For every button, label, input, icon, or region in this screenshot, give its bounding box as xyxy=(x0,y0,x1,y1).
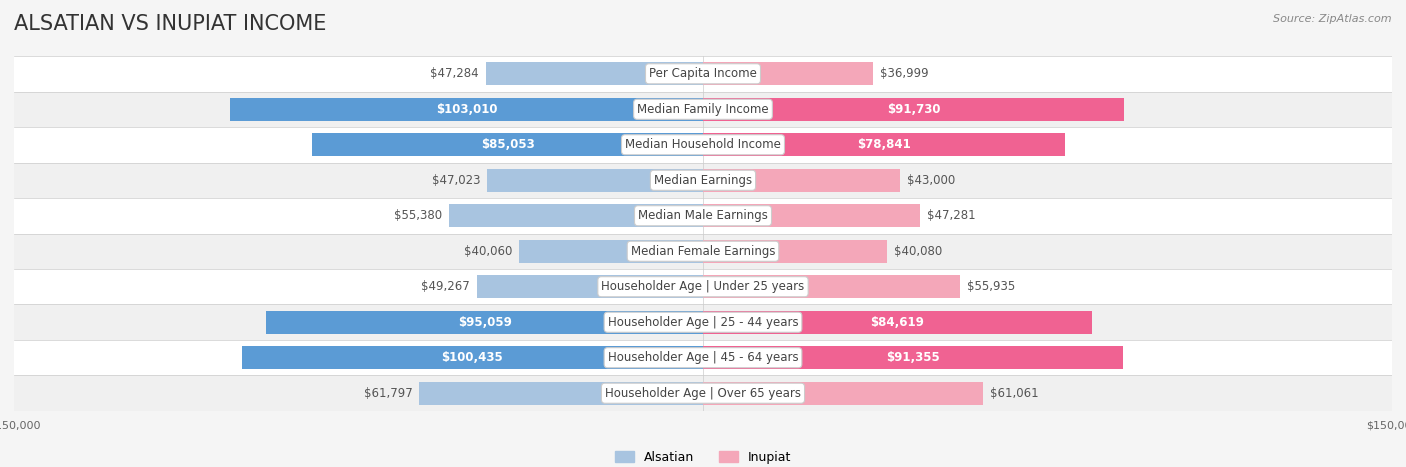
Text: $91,355: $91,355 xyxy=(886,351,939,364)
Bar xyxy=(703,62,873,85)
Bar xyxy=(477,275,703,298)
Bar xyxy=(312,133,703,156)
Bar xyxy=(703,169,900,192)
Text: $61,061: $61,061 xyxy=(990,387,1039,400)
Text: $47,023: $47,023 xyxy=(432,174,479,187)
Bar xyxy=(14,340,1392,375)
Text: $40,080: $40,080 xyxy=(894,245,942,258)
Text: Per Capita Income: Per Capita Income xyxy=(650,67,756,80)
Bar xyxy=(486,62,703,85)
Text: Median Household Income: Median Household Income xyxy=(626,138,780,151)
Text: Median Male Earnings: Median Male Earnings xyxy=(638,209,768,222)
Text: Median Earnings: Median Earnings xyxy=(654,174,752,187)
Bar xyxy=(703,204,920,227)
Legend: Alsatian, Inupiat: Alsatian, Inupiat xyxy=(610,446,796,467)
Text: Median Family Income: Median Family Income xyxy=(637,103,769,116)
Text: $95,059: $95,059 xyxy=(458,316,512,329)
Bar xyxy=(703,311,1091,334)
Text: $49,267: $49,267 xyxy=(420,280,470,293)
Text: Householder Age | Over 65 years: Householder Age | Over 65 years xyxy=(605,387,801,400)
Text: $36,999: $36,999 xyxy=(880,67,928,80)
Text: $47,281: $47,281 xyxy=(927,209,976,222)
Bar xyxy=(703,133,1066,156)
Text: $103,010: $103,010 xyxy=(436,103,498,116)
Bar xyxy=(14,163,1392,198)
Bar xyxy=(242,346,703,369)
Bar xyxy=(449,204,703,227)
Bar xyxy=(419,382,703,405)
Bar xyxy=(14,92,1392,127)
Text: Householder Age | 25 - 44 years: Householder Age | 25 - 44 years xyxy=(607,316,799,329)
Bar xyxy=(14,127,1392,163)
Bar xyxy=(519,240,703,263)
Text: $40,060: $40,060 xyxy=(464,245,512,258)
Bar xyxy=(231,98,703,121)
Text: $55,380: $55,380 xyxy=(394,209,441,222)
Text: $78,841: $78,841 xyxy=(858,138,911,151)
Text: $61,797: $61,797 xyxy=(364,387,412,400)
Bar xyxy=(14,304,1392,340)
Bar xyxy=(14,56,1392,92)
Bar xyxy=(14,234,1392,269)
Bar xyxy=(703,346,1122,369)
Text: Median Female Earnings: Median Female Earnings xyxy=(631,245,775,258)
Bar xyxy=(14,375,1392,411)
Text: Householder Age | Under 25 years: Householder Age | Under 25 years xyxy=(602,280,804,293)
Bar xyxy=(703,382,983,405)
Text: $47,284: $47,284 xyxy=(430,67,479,80)
Text: Householder Age | 45 - 64 years: Householder Age | 45 - 64 years xyxy=(607,351,799,364)
Bar xyxy=(703,275,960,298)
Bar xyxy=(14,198,1392,234)
Text: $85,053: $85,053 xyxy=(481,138,534,151)
Text: ALSATIAN VS INUPIAT INCOME: ALSATIAN VS INUPIAT INCOME xyxy=(14,14,326,34)
Text: $84,619: $84,619 xyxy=(870,316,924,329)
Text: $55,935: $55,935 xyxy=(967,280,1015,293)
Bar xyxy=(14,269,1392,304)
Bar xyxy=(486,169,703,192)
Text: $91,730: $91,730 xyxy=(887,103,941,116)
Bar xyxy=(703,240,887,263)
Text: $43,000: $43,000 xyxy=(907,174,956,187)
Text: Source: ZipAtlas.com: Source: ZipAtlas.com xyxy=(1274,14,1392,24)
Text: $100,435: $100,435 xyxy=(441,351,503,364)
Bar xyxy=(266,311,703,334)
Bar xyxy=(703,98,1125,121)
